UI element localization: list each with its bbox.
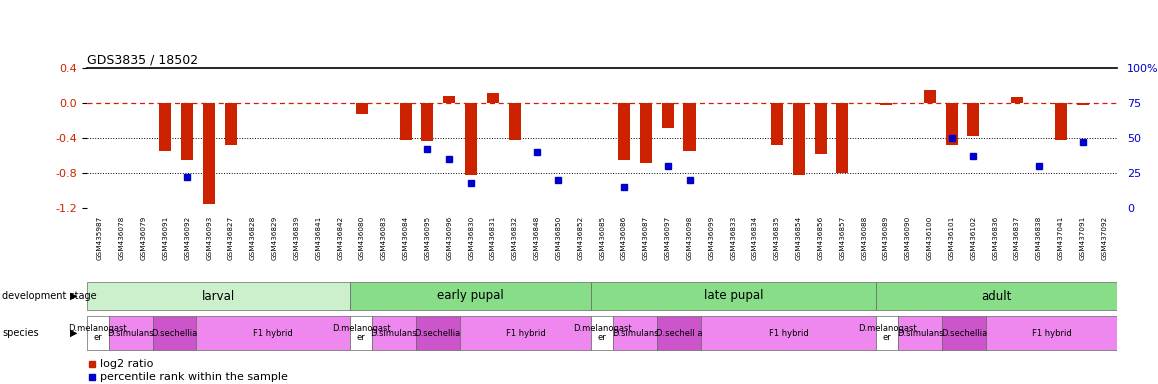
Text: F1 hybrid: F1 hybrid: [769, 328, 808, 338]
Bar: [182, 103, 193, 160]
Bar: [87, 316, 109, 350]
Bar: [356, 103, 368, 114]
Text: F1 hybrid: F1 hybrid: [506, 328, 545, 338]
Text: ▶: ▶: [71, 328, 78, 338]
Bar: [814, 103, 827, 154]
Text: larval: larval: [201, 290, 235, 303]
Bar: [618, 103, 630, 160]
Text: D.simulans: D.simulans: [611, 328, 659, 338]
Bar: [613, 316, 657, 350]
Bar: [1077, 103, 1089, 105]
Bar: [592, 281, 877, 310]
Text: D.simulans: D.simulans: [896, 328, 944, 338]
Bar: [661, 103, 674, 127]
Bar: [109, 316, 153, 350]
Bar: [877, 281, 1117, 310]
Bar: [592, 316, 613, 350]
Bar: [225, 103, 237, 145]
Text: F1 hybrid: F1 hybrid: [1032, 328, 1071, 338]
Text: D.simulans: D.simulans: [371, 328, 417, 338]
Bar: [400, 103, 411, 140]
Text: D.melanogast
er: D.melanogast er: [858, 324, 916, 343]
Text: D.sechellia: D.sechellia: [152, 328, 198, 338]
Bar: [508, 103, 521, 140]
Bar: [87, 281, 350, 310]
Bar: [701, 316, 877, 350]
Bar: [683, 103, 696, 151]
Text: GDS3835 / 18502: GDS3835 / 18502: [87, 54, 198, 67]
Bar: [943, 316, 985, 350]
Bar: [488, 93, 499, 103]
Text: percentile rank within the sample: percentile rank within the sample: [100, 372, 287, 382]
Bar: [877, 316, 899, 350]
Text: D.sechellia: D.sechellia: [415, 328, 461, 338]
Text: development stage: development stage: [2, 291, 97, 301]
Text: species: species: [2, 328, 39, 338]
Bar: [460, 316, 592, 350]
Bar: [924, 90, 936, 103]
Bar: [880, 103, 892, 105]
Bar: [967, 103, 980, 136]
Bar: [836, 103, 849, 173]
Bar: [466, 103, 477, 175]
Bar: [946, 103, 958, 145]
Bar: [985, 316, 1117, 350]
Bar: [153, 316, 197, 350]
Text: D.melanogast
er: D.melanogast er: [573, 324, 631, 343]
Bar: [350, 316, 372, 350]
Text: early pupal: early pupal: [438, 290, 504, 303]
Text: adult: adult: [982, 290, 1012, 303]
Text: D.melanogast
er: D.melanogast er: [68, 324, 127, 343]
Bar: [793, 103, 805, 175]
Bar: [899, 316, 943, 350]
Text: D.simulans: D.simulans: [108, 328, 154, 338]
Bar: [771, 103, 783, 145]
Text: log2 ratio: log2 ratio: [100, 359, 153, 369]
Bar: [416, 316, 460, 350]
Bar: [422, 103, 433, 141]
Bar: [197, 316, 350, 350]
Text: D.sechell a: D.sechell a: [655, 328, 702, 338]
Bar: [640, 103, 652, 162]
Bar: [1011, 97, 1023, 103]
Text: D.sechellia: D.sechellia: [940, 328, 987, 338]
Bar: [203, 103, 215, 204]
Bar: [372, 316, 416, 350]
Bar: [657, 316, 701, 350]
Text: ▶: ▶: [71, 291, 78, 301]
Bar: [1055, 103, 1067, 140]
Bar: [350, 281, 592, 310]
Bar: [160, 103, 171, 151]
Text: late pupal: late pupal: [704, 290, 763, 303]
Text: D.melanogast
er: D.melanogast er: [331, 324, 390, 343]
Text: F1 hybrid: F1 hybrid: [254, 328, 293, 338]
Bar: [444, 96, 455, 103]
